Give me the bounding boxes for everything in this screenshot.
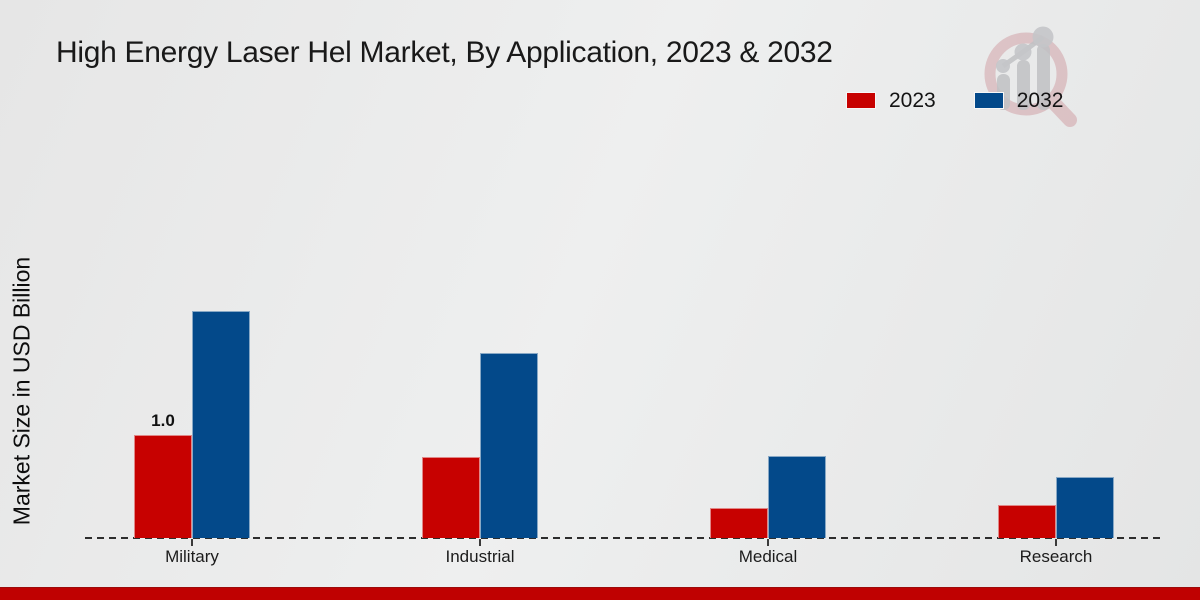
x-tick-label-medical: Medical <box>738 547 798 566</box>
legend: 2023 2032 <box>846 90 1063 111</box>
bar-2023-medical <box>710 508 768 538</box>
bar-2023-research <box>998 505 1056 538</box>
x-tick-label-industrial: Industrial <box>445 547 515 566</box>
bar-2032-medical <box>768 456 826 538</box>
legend-swatch-2023 <box>846 92 876 109</box>
legend-label-2023: 2023 <box>889 89 936 112</box>
x-tick-mark <box>767 539 769 546</box>
x-axis-baseline <box>85 537 1163 539</box>
footer-accent-bar <box>0 587 1200 600</box>
legend-label-2032: 2032 <box>1016 89 1064 112</box>
bar-2032-industrial <box>480 353 538 538</box>
bar-2032-research <box>1056 477 1114 538</box>
bar-2032-military <box>192 311 250 538</box>
bar-2023-military <box>134 435 192 538</box>
bar-value-label: 1.0 <box>151 411 175 430</box>
legend-swatch-2032 <box>973 92 1004 109</box>
magnifier-bar-chart-watermark-icon <box>972 22 1084 128</box>
legend-item-2032: 2032 <box>973 89 1064 112</box>
x-tick-label-military: Military <box>165 547 219 566</box>
bar-2023-industrial <box>422 457 480 538</box>
x-tick-mark <box>191 539 193 546</box>
x-tick-label-research: Research <box>1019 547 1093 566</box>
x-tick-mark <box>479 539 481 546</box>
chart-title: High Energy Laser Hel Market, By Applica… <box>56 36 833 69</box>
x-tick-mark <box>1055 539 1057 546</box>
legend-item-2023: 2023 <box>846 90 936 111</box>
